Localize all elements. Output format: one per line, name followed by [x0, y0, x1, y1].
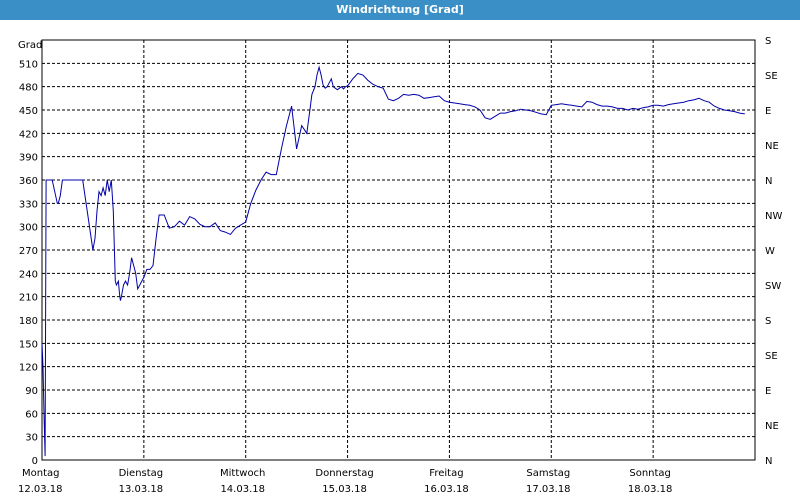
window-title: Windrichtung [Grad] — [0, 0, 800, 20]
y-tick-label: 90 — [25, 386, 38, 397]
x-tick-day: Montag — [22, 468, 59, 479]
x-tick-day: Mittwoch — [220, 468, 265, 479]
y2-tick-label: S — [765, 316, 771, 327]
y-tick-label: 150 — [19, 339, 38, 350]
y-axis-left: 0 30 60 90 120 150 180 210 240 270 300 330 360 390 420… — [19, 59, 38, 467]
y-tick-label: 60 — [25, 409, 38, 420]
y2-tick-label: N — [765, 176, 772, 187]
x-tick-date: 14.03.18 — [220, 484, 265, 495]
x-tick-day: Sonntag — [629, 468, 671, 479]
y-tick-label: 390 — [19, 153, 38, 164]
y2-tick-label: E — [765, 386, 771, 397]
series-line — [41, 65, 745, 457]
y2-tick-label: SE — [765, 71, 778, 82]
y2-tick-label: S — [765, 36, 771, 47]
y2-tick-label: SE — [765, 351, 778, 362]
y-tick-label: 120 — [19, 363, 38, 374]
y2-tick-label: W — [765, 246, 775, 257]
y-tick-label: 0 — [32, 456, 38, 467]
y-axis-right: N NE E SE S SW W NW N NE E SE S — [765, 36, 782, 467]
x-tick-date: 15.03.18 — [322, 484, 367, 495]
x-tick-date: 18.03.18 — [628, 484, 673, 495]
x-tick-date: 12.03.18 — [18, 484, 63, 495]
x-tick-date: 17.03.18 — [526, 484, 571, 495]
y-tick-label: 420 — [19, 129, 38, 140]
plot-frame — [41, 39, 756, 461]
y-tick-label: 210 — [19, 293, 38, 304]
x-tick-day: Donnerstag — [315, 468, 373, 479]
y2-tick-label: N — [765, 456, 772, 467]
y-tick-label: 270 — [19, 246, 38, 257]
series-group — [41, 65, 745, 457]
y2-tick-label: E — [765, 106, 771, 117]
x-axis: Montag 12.03.18 Dienstag 13.03.18 Mittwoch 14… — [18, 468, 672, 495]
x-tick-day: Samstag — [526, 468, 570, 479]
y-tick-label: 240 — [19, 269, 38, 280]
y-tick-label: 330 — [19, 199, 38, 210]
y-tick-label: 450 — [19, 106, 38, 117]
y2-tick-label: NE — [765, 421, 779, 432]
x-tick-date: 13.03.18 — [119, 484, 164, 495]
y2-tick-label: NW — [765, 211, 782, 222]
y-tick-label: 360 — [19, 176, 38, 187]
x-tick-date: 16.03.18 — [424, 484, 469, 495]
y-tick-label: 480 — [19, 83, 38, 94]
y-axis-title: Grad — [18, 40, 42, 51]
x-tick-day: Dienstag — [119, 468, 164, 479]
y-tick-label: 180 — [19, 316, 38, 327]
y-tick-label: 300 — [19, 223, 38, 234]
x-tick-day: Freitag — [429, 468, 463, 479]
grid-lines — [42, 40, 755, 460]
y2-tick-label: SW — [765, 281, 781, 292]
y2-tick-label: NE — [765, 141, 779, 152]
y-tick-label: 510 — [19, 59, 38, 70]
y-tick-label: 30 — [25, 433, 38, 444]
